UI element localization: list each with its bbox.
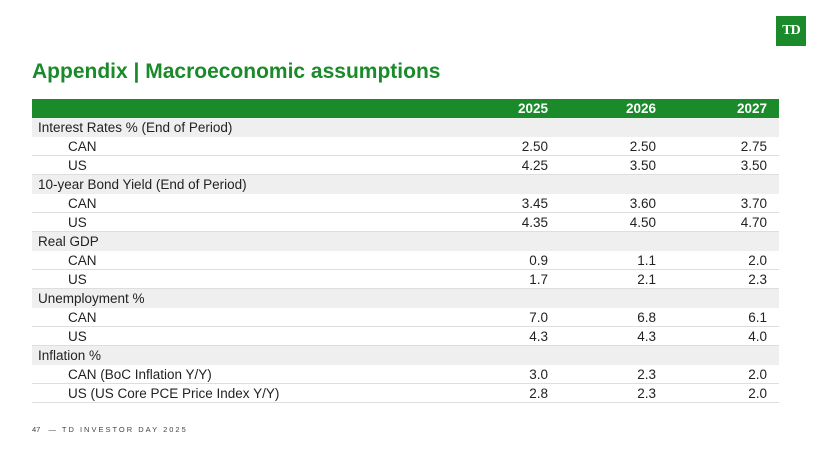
value-cell: 3.50 xyxy=(740,158,767,173)
value-cell: 7.0 xyxy=(529,310,548,325)
td-logo: TD xyxy=(776,16,806,46)
value-cell: 2.0 xyxy=(748,253,767,268)
row-label: US xyxy=(68,158,87,173)
section-row: Unemployment % xyxy=(32,289,779,308)
table-row: US 4.25 3.50 3.50 xyxy=(32,156,779,175)
assumptions-table: 2025 2026 2027 Interest Rates % (End of … xyxy=(32,99,779,403)
section-label: Unemployment % xyxy=(38,291,145,306)
value-cell: 3.0 xyxy=(529,367,548,382)
header-year-2027: 2027 xyxy=(736,101,767,116)
row-label: CAN xyxy=(68,139,97,154)
table-row: US 1.7 2.1 2.3 xyxy=(32,270,779,289)
value-cell: 2.50 xyxy=(629,139,656,154)
row-label: CAN xyxy=(68,310,97,325)
section-label: Inflation % xyxy=(38,348,102,363)
value-cell: 0.9 xyxy=(529,253,548,268)
table-row: US 4.3 4.3 4.0 xyxy=(32,327,779,346)
value-cell: 1.1 xyxy=(637,253,656,268)
value-cell: 6.8 xyxy=(637,310,656,325)
table-row: CAN 3.45 3.60 3.70 xyxy=(32,194,779,213)
value-cell: 4.35 xyxy=(521,215,548,230)
value-cell: 2.3 xyxy=(637,367,656,382)
row-label: CAN (BoC Inflation Y/Y) xyxy=(68,367,212,382)
value-cell: 2.50 xyxy=(521,139,548,154)
row-label: US xyxy=(68,329,87,344)
section-label: Interest Rates % (End of Period) xyxy=(38,120,233,135)
table-row: US 4.35 4.50 4.70 xyxy=(32,213,779,232)
table-row: CAN (BoC Inflation Y/Y) 3.0 2.3 2.0 xyxy=(32,365,779,384)
section-row: Interest Rates % (End of Period) xyxy=(32,118,779,137)
section-row: 10-year Bond Yield (End of Period) xyxy=(32,175,779,194)
table-row: CAN 2.50 2.50 2.75 xyxy=(32,137,779,156)
section-row: Inflation % xyxy=(32,346,779,365)
value-cell: 2.1 xyxy=(637,272,656,287)
table-row: CAN 7.0 6.8 6.1 xyxy=(32,308,779,327)
row-label: CAN xyxy=(68,196,97,211)
row-label: US xyxy=(68,272,87,287)
row-label: CAN xyxy=(68,253,97,268)
value-cell: 2.75 xyxy=(740,139,767,154)
section-label: Real GDP xyxy=(38,234,99,249)
table-row: CAN 0.9 1.1 2.0 xyxy=(32,251,779,270)
row-label: US (US Core PCE Price Index Y/Y) xyxy=(68,386,280,401)
footer-text: — TD INVESTOR DAY 2025 xyxy=(48,425,188,434)
value-cell: 3.70 xyxy=(740,196,767,211)
row-label: US xyxy=(68,215,87,230)
section-label: 10-year Bond Yield (End of Period) xyxy=(38,177,247,192)
value-cell: 6.1 xyxy=(748,310,767,325)
header-year-2026: 2026 xyxy=(625,101,656,116)
value-cell: 2.0 xyxy=(748,386,767,401)
footer: 47 — TD INVESTOR DAY 2025 xyxy=(32,425,188,434)
value-cell: 3.60 xyxy=(629,196,656,211)
value-cell: 4.3 xyxy=(637,329,656,344)
section-row: Real GDP xyxy=(32,232,779,251)
value-cell: 4.25 xyxy=(521,158,548,173)
table-row: US (US Core PCE Price Index Y/Y) 2.8 2.3 2.… xyxy=(32,384,779,403)
page-number: 47 xyxy=(32,425,41,434)
table-header-row: 2025 2026 2027 xyxy=(32,99,779,118)
value-cell: 4.3 xyxy=(529,329,548,344)
value-cell: 2.8 xyxy=(529,386,548,401)
value-cell: 2.3 xyxy=(748,272,767,287)
value-cell: 2.0 xyxy=(748,367,767,382)
value-cell: 4.0 xyxy=(748,329,767,344)
value-cell: 4.70 xyxy=(740,215,767,230)
value-cell: 1.7 xyxy=(529,272,548,287)
value-cell: 3.50 xyxy=(629,158,656,173)
value-cell: 2.3 xyxy=(637,386,656,401)
value-cell: 3.45 xyxy=(521,196,548,211)
page-title: Appendix | Macroeconomic assumptions xyxy=(32,60,441,83)
value-cell: 4.50 xyxy=(629,215,656,230)
header-year-2025: 2025 xyxy=(517,101,548,116)
